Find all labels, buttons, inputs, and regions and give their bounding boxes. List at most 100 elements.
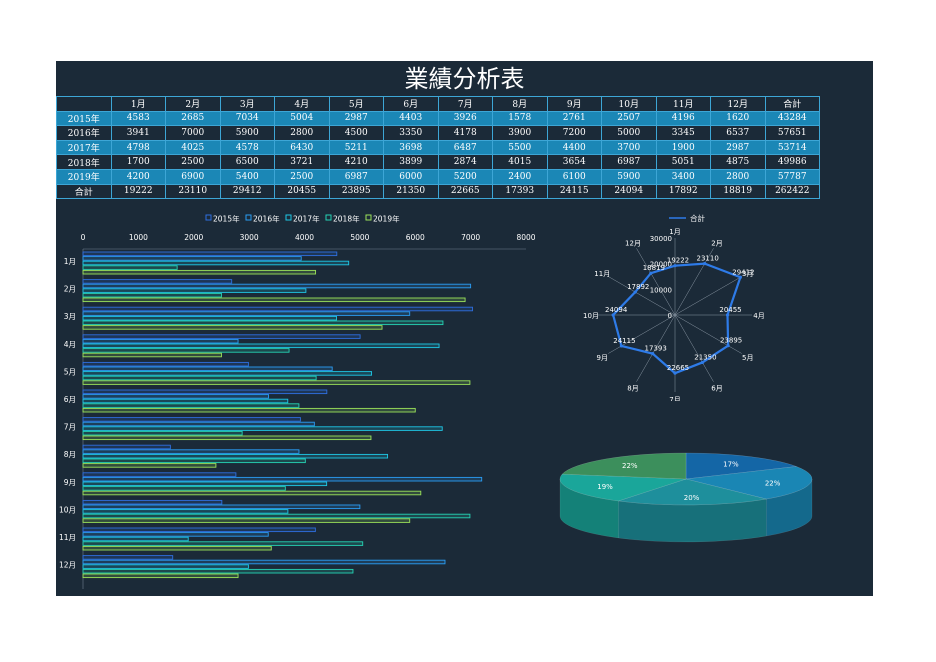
legend-swatch — [205, 214, 212, 221]
bar — [82, 260, 350, 266]
radar-point — [700, 360, 704, 365]
table-header-cell: 2月 — [165, 96, 221, 112]
pie-slice — [561, 452, 687, 480]
radar-point — [673, 264, 677, 268]
data-table: 1月 2月 3月 4月 5月 6月 7月 8月 9月 10月 11月 12月 合計 2015年 4583 2… — [56, 96, 820, 200]
table-row: 2019年 4200 6900 5400 2500 6987 6000 5200 2400 610… — [56, 168, 820, 185]
bar — [82, 288, 307, 293]
bar — [82, 371, 373, 376]
radar-data-label: 23895 — [720, 337, 742, 345]
table-header-cell: 9月 — [546, 96, 602, 112]
bar — [82, 435, 372, 441]
table-row: 2016年 3941 7000 5900 2800 4500 3350 4178 3900 720… — [56, 125, 820, 141]
table-header-row: 1月 2月 3月 4月 5月 6月 7月 8月 9月 10月 11月 12月 合計 — [56, 96, 820, 112]
table-cell: 2500 — [165, 154, 221, 170]
table-cell: 6900 — [165, 168, 221, 185]
radar-point — [633, 290, 637, 294]
radar-category-label: 5月 — [742, 354, 753, 362]
table-cell: 17393 — [492, 183, 548, 200]
bar — [82, 504, 361, 510]
table-cell: 2800 — [274, 125, 330, 141]
table-cell: 262422 — [764, 183, 820, 200]
radar-chart: 合計 1月 2月 3月 4月 5月 6月 7月 8月 9月 10月 11月 12月 0 10000 20000… — [583, 213, 765, 401]
radar-point — [619, 344, 623, 348]
row-label: 2016年 — [56, 125, 112, 141]
bar — [82, 536, 189, 542]
radar-spoke — [674, 314, 742, 354]
bar — [82, 476, 483, 482]
table-cell: 1620 — [710, 110, 766, 127]
table-cell: 17892 — [655, 183, 711, 200]
table-cell: 4400 — [546, 139, 602, 156]
table-header-cell — [56, 96, 112, 112]
table-header-cell: 合計 — [764, 96, 820, 112]
bar — [82, 463, 217, 468]
bar — [82, 325, 383, 330]
radar-category-label: 12月 — [625, 239, 641, 247]
table-cell: 7034 — [219, 110, 275, 127]
pie-data-label: 22% — [622, 462, 638, 470]
bar — [82, 306, 473, 312]
radar-point — [651, 352, 655, 356]
y-tick-label: 8月 — [64, 450, 76, 459]
bar — [82, 532, 269, 537]
row-label: 2017年 — [56, 139, 112, 156]
table-cell: 4500 — [328, 125, 384, 141]
bar — [82, 426, 443, 431]
bar — [82, 265, 178, 270]
y-tick-label: 7月 — [64, 423, 76, 432]
table-cell: 1900 — [655, 139, 711, 156]
table-cell: 2874 — [437, 154, 493, 170]
bar — [82, 315, 337, 321]
table-cell: 4798 — [110, 139, 166, 156]
y-tick-label: 1月 — [64, 257, 76, 266]
table-cell: 3698 — [383, 139, 439, 156]
bar — [82, 559, 446, 565]
table-cell: 3926 — [437, 110, 493, 127]
pie-side — [618, 498, 767, 543]
table-cell: 6487 — [437, 139, 493, 156]
radar-point — [703, 262, 707, 266]
table-header-cell: 5月 — [328, 96, 384, 112]
table-cell: 4015 — [492, 154, 548, 170]
legend-swatch — [365, 214, 372, 221]
bar — [82, 486, 286, 491]
bar — [82, 449, 300, 454]
table-cell: 3899 — [383, 154, 439, 170]
pie-slice — [559, 473, 687, 502]
bar — [82, 311, 411, 316]
table-header-cell: 8月 — [492, 96, 548, 112]
bar — [82, 256, 302, 261]
radar-spoke — [674, 276, 742, 316]
row-label: 2015年 — [56, 110, 112, 127]
table-cell: 49986 — [764, 154, 820, 170]
radar-data-label: 24115 — [613, 337, 635, 345]
bar — [82, 509, 289, 514]
radar-spoke — [674, 314, 714, 382]
bar — [82, 361, 249, 367]
table-cell: 5051 — [655, 154, 711, 170]
table-header-cell: 1月 — [110, 96, 166, 112]
radar-data-label: 20455 — [719, 306, 741, 314]
table-cell: 5900 — [601, 168, 657, 185]
radar-category-label: 7月 — [669, 396, 680, 401]
table-cell: 24115 — [546, 183, 602, 200]
pie-chart: 17% 22% 20% 19% 22% — [559, 452, 813, 543]
pie-slice — [685, 466, 813, 500]
radar-tick-label: 0 — [668, 312, 672, 320]
y-tick-label: 9月 — [64, 478, 76, 487]
bar — [82, 541, 364, 546]
radar-spoke — [608, 276, 676, 316]
bar — [82, 348, 290, 353]
legend-swatch — [285, 214, 292, 221]
radar-data-label: 23110 — [697, 255, 719, 263]
table-cell: 43284 — [764, 110, 820, 127]
table-cell: 7200 — [546, 125, 602, 141]
bar — [82, 545, 272, 551]
bar — [82, 472, 237, 477]
table-header-cell: 10月 — [601, 96, 657, 112]
radar-data-label: 18819 — [643, 264, 665, 272]
pie-slice — [618, 478, 767, 506]
legend-swatch — [325, 214, 332, 221]
table-header-cell: 4月 — [274, 96, 330, 112]
